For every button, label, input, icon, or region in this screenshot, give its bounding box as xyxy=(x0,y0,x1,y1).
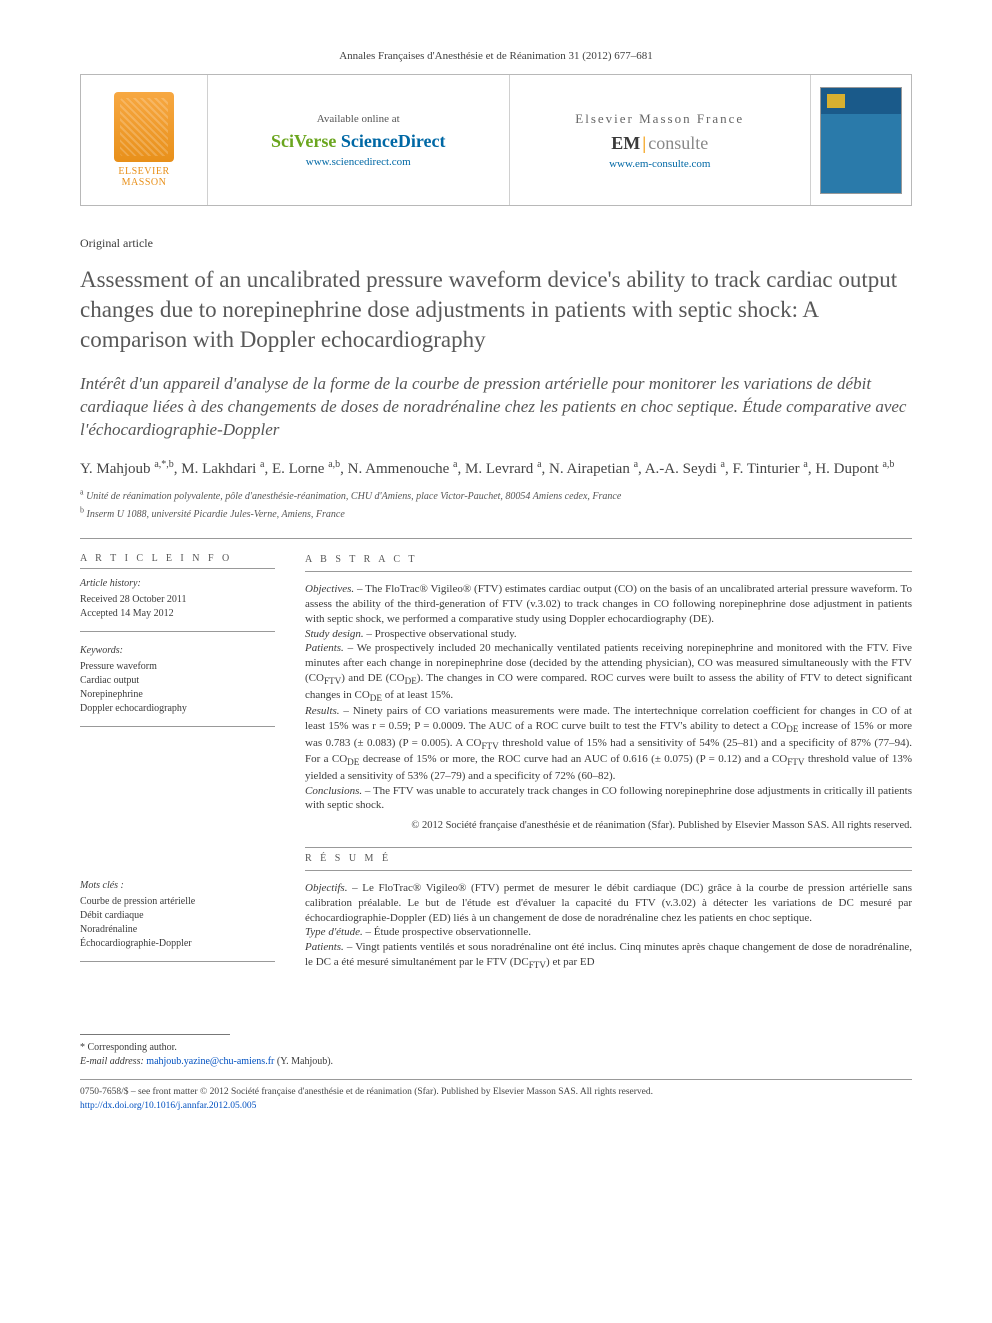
motcle-item: Noradrénaline xyxy=(80,923,275,937)
article-info-column: A R T I C L E I N F O Article history: R… xyxy=(80,553,275,974)
journal-cover-icon xyxy=(820,87,902,194)
sciencedirect-block: Available online at SciVerse ScienceDire… xyxy=(207,75,509,205)
motcle-item: Courbe de pression artérielle xyxy=(80,895,275,909)
article-history-block: Article history: Received 28 October 201… xyxy=(80,577,275,632)
abstract-header: A B S T R A C T xyxy=(305,553,912,572)
article-title-fr: Intérêt d'un appareil d'analyse de la fo… xyxy=(80,373,912,442)
keyword-item: Pressure waveform xyxy=(80,660,275,674)
corresponding-email-link[interactable]: mahjoub.yazine@chu-amiens.fr xyxy=(146,1056,274,1067)
article-info-header: A R T I C L E I N F O xyxy=(80,553,275,569)
abstract-copyright: © 2012 Société française d'anesthésie et… xyxy=(305,819,912,833)
keyword-item: Norepinephrine xyxy=(80,688,275,702)
footer-text: 0750-7658/$ – see front matter © 2012 So… xyxy=(80,1086,912,1113)
publisher-name: ELSEVIERMASSON xyxy=(118,166,169,188)
doi-link[interactable]: http://dx.doi.org/10.1016/j.annfar.2012.… xyxy=(80,1101,256,1111)
article-title-en: Assessment of an uncalibrated pressure w… xyxy=(80,265,912,355)
section-divider xyxy=(80,538,912,539)
motcle-item: Débit cardiaque xyxy=(80,909,275,923)
mots-cles-block: Mots clés : Courbe de pression artériell… xyxy=(80,879,275,962)
emconsulte-link[interactable]: www.em-consulte.com xyxy=(609,158,710,170)
emconsulte-logo: EM|consulte xyxy=(611,133,708,154)
abstract-column: A B S T R A C T Objectives. – The FloTra… xyxy=(305,553,912,974)
journal-header: Annales Françaises d'Anesthésie et de Ré… xyxy=(80,50,912,62)
emconsulte-block: Elsevier Masson France EM|consulte www.e… xyxy=(509,75,811,205)
affiliations: a Unité de réanimation polyvalente, pôle… xyxy=(80,490,912,522)
footer-rule xyxy=(80,1079,912,1080)
resume-body: Objectifs. – Le FloTrac® Vigileo® (FTV) … xyxy=(305,881,912,972)
author-list: Y. Mahjoub a,*,b, M. Lakhdari a, E. Lorn… xyxy=(80,459,912,480)
abstract-body: Objectives. – The FloTrac® Vigileo® (FTV… xyxy=(305,582,912,833)
available-label: Available online at xyxy=(317,113,400,125)
journal-cover-block xyxy=(810,75,911,205)
elsevier-tree-icon xyxy=(114,92,174,162)
footnote-rule xyxy=(80,1034,230,1035)
keywords-block: Keywords: Pressure waveformCardiac outpu… xyxy=(80,644,275,727)
sciverse-logo: SciVerse ScienceDirect xyxy=(271,131,445,152)
emf-label: Elsevier Masson France xyxy=(575,111,744,127)
motcle-item: Échocardiographie-Doppler xyxy=(80,937,275,951)
sciencedirect-link[interactable]: www.sciencedirect.com xyxy=(306,156,411,168)
keyword-item: Doppler echocardiography xyxy=(80,702,275,716)
affiliation-line: b Inserm U 1088, université Picardie Jul… xyxy=(80,508,912,522)
resume-header: R É S U M É xyxy=(305,847,912,871)
affiliation-line: a Unité de réanimation polyvalente, pôle… xyxy=(80,490,912,504)
corresponding-author: * Corresponding author. E-mail address: … xyxy=(80,1041,912,1069)
publisher-banner: ELSEVIERMASSON Available online at SciVe… xyxy=(80,74,912,206)
article-type: Original article xyxy=(80,236,912,251)
keyword-item: Cardiac output xyxy=(80,674,275,688)
publisher-logo-block: ELSEVIERMASSON xyxy=(81,75,207,205)
